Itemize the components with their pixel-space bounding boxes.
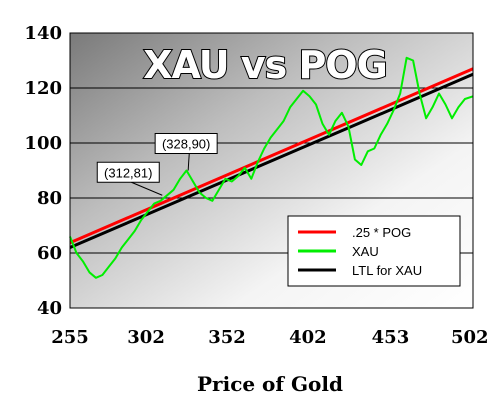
annotation-leader <box>187 153 190 171</box>
x-tick-label: 352 <box>208 327 246 348</box>
series-line-ltl-for-xau <box>69 72 474 249</box>
series-layer <box>69 56 474 279</box>
annotation-box <box>154 133 218 154</box>
annotation-leader <box>131 181 163 196</box>
legend: .25 * POG XAU LTL for XAU <box>287 215 461 287</box>
annotation-label: (328,90) <box>162 137 210 152</box>
x-tick-label: 302 <box>127 327 165 348</box>
y-tick-label: 120 <box>24 78 62 99</box>
y-tick-label: 60 <box>37 243 62 264</box>
plot-border <box>69 32 474 309</box>
series-line-xau <box>69 56 474 279</box>
x-tick-label: 402 <box>289 327 327 348</box>
y-axis-ticks: 40 60 80 100 120 140 <box>24 23 62 319</box>
y-tick-label: 80 <box>37 188 62 209</box>
x-axis-label: Price of Gold <box>197 372 343 396</box>
y-tick-label: 140 <box>24 23 62 44</box>
y-tick-label: 100 <box>24 133 62 154</box>
y-tick-label: 40 <box>37 298 62 319</box>
x-tick-label: 453 <box>372 327 410 348</box>
legend-label: XAU <box>352 244 379 259</box>
annotation-box <box>96 161 160 183</box>
x-tick-label: 502 <box>451 327 489 348</box>
series-line-25-pog <box>69 67 474 245</box>
x-axis-ticks: 255 302 352 402 453 502 <box>51 327 488 348</box>
annotation-layer: (312,81) (328,90) <box>96 133 218 196</box>
legend-label: .25 * POG <box>352 225 411 240</box>
legend-label: LTL for XAU <box>352 263 422 278</box>
chart-title: XAU vs POG <box>143 43 387 87</box>
x-tick-label: 255 <box>51 327 89 348</box>
annotation-label: (312,81) <box>104 165 152 180</box>
